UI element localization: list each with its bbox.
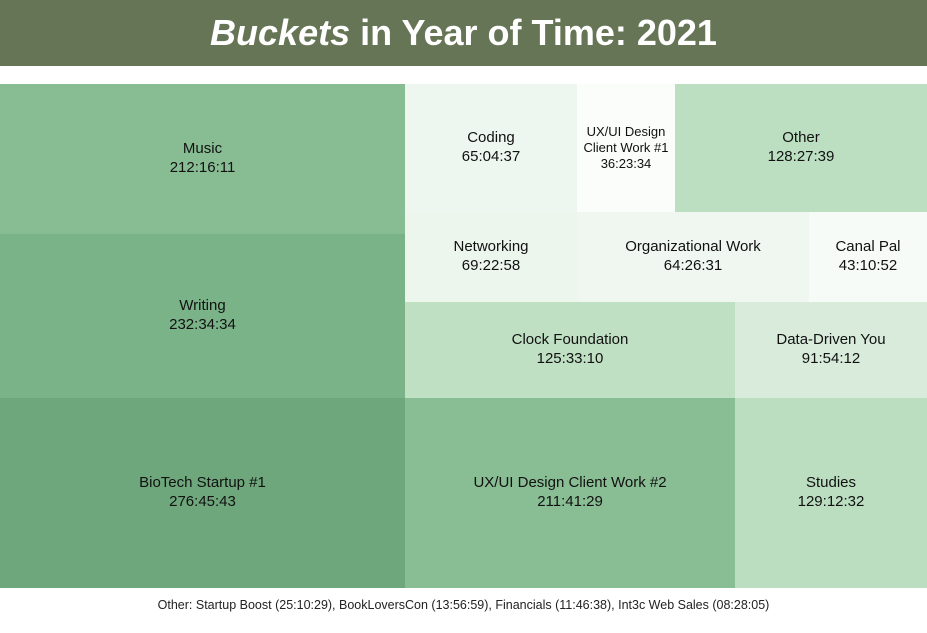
treemap-cell-ux2: UX/UI Design Client Work #2211:41:29 bbox=[405, 398, 735, 588]
title-emphasis: Buckets bbox=[210, 12, 350, 53]
treemap-cell-writing: Writing232:34:34 bbox=[0, 234, 405, 398]
cell-value: 43:10:52 bbox=[839, 257, 897, 276]
treemap: Music212:16:11Writing232:34:34BioTech St… bbox=[0, 84, 927, 588]
cell-value: 232:34:34 bbox=[169, 316, 236, 335]
cell-value: 91:54:12 bbox=[802, 350, 860, 369]
cell-value: 65:04:37 bbox=[462, 148, 520, 167]
footnote: Other: Startup Boost (25:10:29), BookLov… bbox=[0, 598, 927, 612]
treemap-cell-orgwork: Organizational Work64:26:31 bbox=[577, 212, 809, 302]
cell-label: UX/UI Design Client Work #1 bbox=[577, 124, 675, 157]
cell-label: Other bbox=[782, 129, 820, 148]
treemap-cell-ux1: UX/UI Design Client Work #136:23:34 bbox=[577, 84, 675, 212]
cell-label: Canal Pal bbox=[835, 238, 900, 257]
treemap-cell-datadriven: Data-Driven You91:54:12 bbox=[735, 302, 927, 398]
cell-label: Studies bbox=[806, 474, 856, 493]
cell-value: 129:12:32 bbox=[798, 493, 865, 512]
treemap-cell-canalpal: Canal Pal43:10:52 bbox=[809, 212, 927, 302]
cell-label: Organizational Work bbox=[625, 238, 761, 257]
cell-value: 69:22:58 bbox=[462, 257, 520, 276]
cell-label: Coding bbox=[467, 129, 515, 148]
cell-label: Writing bbox=[179, 297, 225, 316]
cell-value: 276:45:43 bbox=[169, 493, 236, 512]
title-rest: in Year of Time: 2021 bbox=[350, 12, 717, 53]
treemap-cell-clock: Clock Foundation125:33:10 bbox=[405, 302, 735, 398]
treemap-cell-music: Music212:16:11 bbox=[0, 84, 405, 234]
treemap-cell-networking: Networking69:22:58 bbox=[405, 212, 577, 302]
treemap-cell-studies: Studies129:12:32 bbox=[735, 398, 927, 588]
cell-value: 36:23:34 bbox=[601, 156, 652, 172]
cell-label: BioTech Startup #1 bbox=[139, 474, 266, 493]
cell-label: Networking bbox=[453, 238, 528, 257]
cell-label: Data-Driven You bbox=[776, 331, 885, 350]
cell-value: 125:33:10 bbox=[537, 350, 604, 369]
cell-label: Music bbox=[183, 140, 222, 159]
cell-value: 128:27:39 bbox=[768, 148, 835, 167]
treemap-cell-coding: Coding65:04:37 bbox=[405, 84, 577, 212]
treemap-cell-other: Other128:27:39 bbox=[675, 84, 927, 212]
cell-label: UX/UI Design Client Work #2 bbox=[473, 474, 666, 493]
cell-value: 64:26:31 bbox=[664, 257, 722, 276]
page-title: Buckets in Year of Time: 2021 bbox=[0, 0, 927, 66]
cell-value: 212:16:11 bbox=[170, 159, 236, 178]
cell-value: 211:41:29 bbox=[537, 493, 603, 512]
treemap-cell-biotech: BioTech Startup #1276:45:43 bbox=[0, 398, 405, 588]
cell-label: Clock Foundation bbox=[512, 331, 629, 350]
